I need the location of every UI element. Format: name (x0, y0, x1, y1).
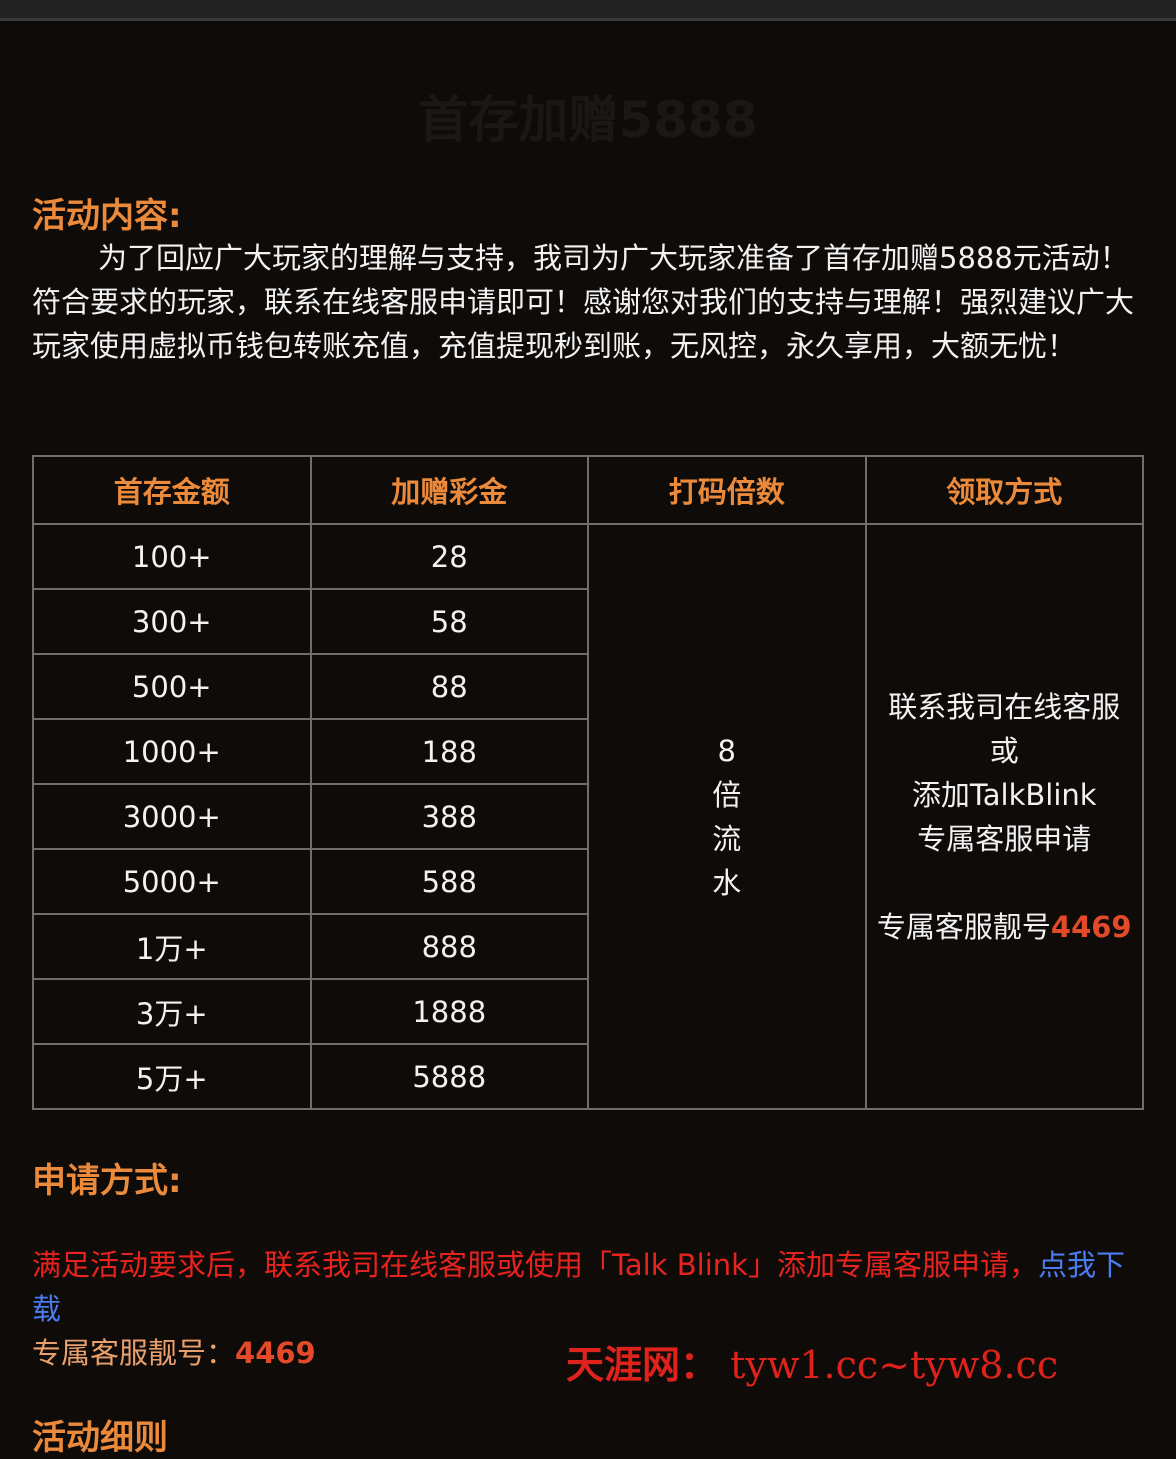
section-heading: 申请方式: (32, 1161, 182, 1201)
table-cell: 888 (309, 913, 589, 980)
bonus-table: 首存金额 加赠彩金 打码倍数 领取方式 100+ 28 8 倍流水 联系我司在线客服或添加Ta… (32, 455, 1144, 1110)
column-header: 加赠彩金 (309, 455, 589, 525)
download-link[interactable]: 点我下载 (32, 1248, 1125, 1326)
wagering-cell: 8 倍流水 (587, 523, 867, 1110)
column-header: 打码倍数 (587, 455, 867, 525)
top-bar (0, 0, 1176, 21)
table-row: 5万+ 5888 (32, 1043, 1143, 1110)
claim-number-value: 4469 (1050, 909, 1132, 944)
page-title: 首存加赠5888 (418, 91, 758, 149)
wagering-line: 水 (712, 865, 742, 900)
table-cell: 500+ (32, 653, 312, 720)
table-cell: 58 (309, 588, 589, 655)
claim-line: 专属客服申请 (917, 821, 1092, 856)
claim-line: 联系我司在线客服 (888, 689, 1121, 724)
wagering-line: 流 (712, 821, 742, 856)
column-header: 首存金额 (32, 455, 312, 525)
wagering-line: 倍 (712, 777, 742, 812)
hotline-number: 4469 (235, 1336, 316, 1370)
intro-text: 为了回应广大玩家的理解与支持，我司为广大玩家准备了首存加赠5888元活动！符合要… (32, 241, 1135, 363)
table-cell: 1000+ (32, 718, 312, 785)
table-cell: 5万+ (32, 1043, 312, 1110)
table-cell: 188 (309, 718, 589, 785)
table-row: 1000+ 188 (32, 718, 1143, 785)
watermark-brand: 天涯网： (566, 1342, 719, 1387)
table-cell: 5000+ (32, 848, 312, 915)
claim-number: 专属客服靓号4469 (867, 905, 1143, 949)
table-cell: 28 (309, 523, 589, 590)
table-cell: 1888 (309, 978, 589, 1045)
table-cell: 3万+ (32, 978, 312, 1045)
claim-line: 或 (989, 733, 1019, 768)
table-row: 1万+ 888 (32, 913, 1143, 980)
table-row: 500+ 88 (32, 653, 1143, 720)
wagering-line: 8 (717, 733, 736, 768)
section-heading: 活动内容: (32, 196, 182, 236)
table-body: 100+ 28 8 倍流水 联系我司在线客服或添加TalkBlink 专属客服申请专属客服… (32, 523, 1144, 1110)
table-cell: 3000+ (32, 783, 312, 850)
apply-instruction: 满足活动要求后，联系我司在线客服或使用「Talk Blink」添加专属客服申请， (32, 1248, 1038, 1282)
claim-line: 添加TalkBlink (911, 777, 1097, 812)
hotline-label: 专属客服靓号： (32, 1336, 236, 1370)
table-cell: 588 (309, 848, 589, 915)
table-cell: 1万+ (32, 913, 312, 980)
table-cell: 5888 (309, 1043, 589, 1110)
claim-number-label: 专属客服靓号 (876, 909, 1051, 944)
table-row: 3万+ 1888 (32, 978, 1143, 1045)
apply-text: 满足活动要求后，联系我司在线客服或使用「Talk Blink」添加专属客服申请，… (32, 1243, 1144, 1331)
table-row: 300+ 58 (32, 588, 1143, 655)
table-row: 5000+ 588 (32, 848, 1143, 915)
watermark-domains: tyw1.cc~tyw8.cc (730, 1343, 1059, 1387)
table-cell: 300+ (32, 588, 312, 655)
table-row: 3000+ 388 (32, 783, 1143, 850)
watermark: 天涯网： tyw1.cc~tyw8.cc (566, 1334, 1058, 1389)
section-heading: 活动细则 (32, 1418, 168, 1458)
table-cell: 100+ (32, 523, 312, 590)
table-cell: 388 (309, 783, 589, 850)
claim-cell: 联系我司在线客服或添加TalkBlink 专属客服申请专属客服靓号4469 (864, 523, 1144, 1110)
hotline: 专属客服靓号：4469 (32, 1331, 316, 1375)
table-cell: 88 (309, 653, 589, 720)
table-row: 100+ 28 8 倍流水 联系我司在线客服或添加TalkBlink 专属客服申请专属客服… (32, 523, 1144, 1110)
column-header: 领取方式 (864, 455, 1144, 525)
header-row: 首存金额 加赠彩金 打码倍数 领取方式 (32, 455, 1144, 525)
